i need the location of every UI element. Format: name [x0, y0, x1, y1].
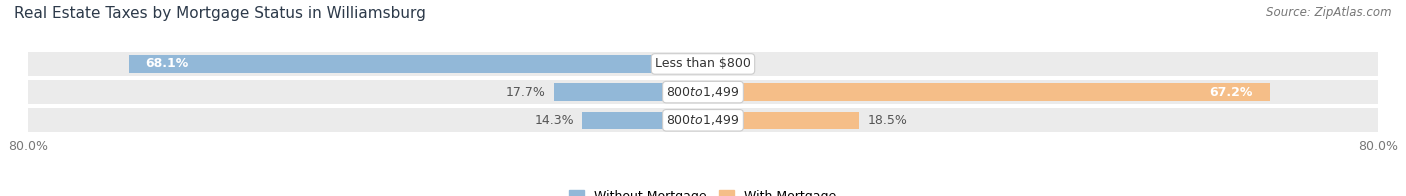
Bar	[554, 83, 703, 101]
Text: $800 to $1,499: $800 to $1,499	[666, 113, 740, 127]
Text: Less than $800: Less than $800	[655, 57, 751, 70]
Bar	[582, 112, 703, 129]
Bar	[28, 52, 1378, 76]
Legend: Without Mortgage, With Mortgage: Without Mortgage, With Mortgage	[564, 185, 842, 196]
Bar	[703, 112, 859, 129]
Text: 68.1%: 68.1%	[145, 57, 188, 70]
Text: $800 to $1,499: $800 to $1,499	[666, 85, 740, 99]
Text: 17.7%: 17.7%	[505, 86, 546, 99]
Bar	[28, 80, 1378, 104]
Text: 0.0%: 0.0%	[711, 57, 744, 70]
Text: 18.5%: 18.5%	[868, 114, 907, 127]
Bar	[28, 108, 1378, 132]
Text: Source: ZipAtlas.com: Source: ZipAtlas.com	[1267, 6, 1392, 19]
Bar	[703, 83, 1270, 101]
Text: 67.2%: 67.2%	[1209, 86, 1253, 99]
Bar	[128, 55, 703, 73]
Text: Real Estate Taxes by Mortgage Status in Williamsburg: Real Estate Taxes by Mortgage Status in …	[14, 6, 426, 21]
Text: 14.3%: 14.3%	[534, 114, 574, 127]
